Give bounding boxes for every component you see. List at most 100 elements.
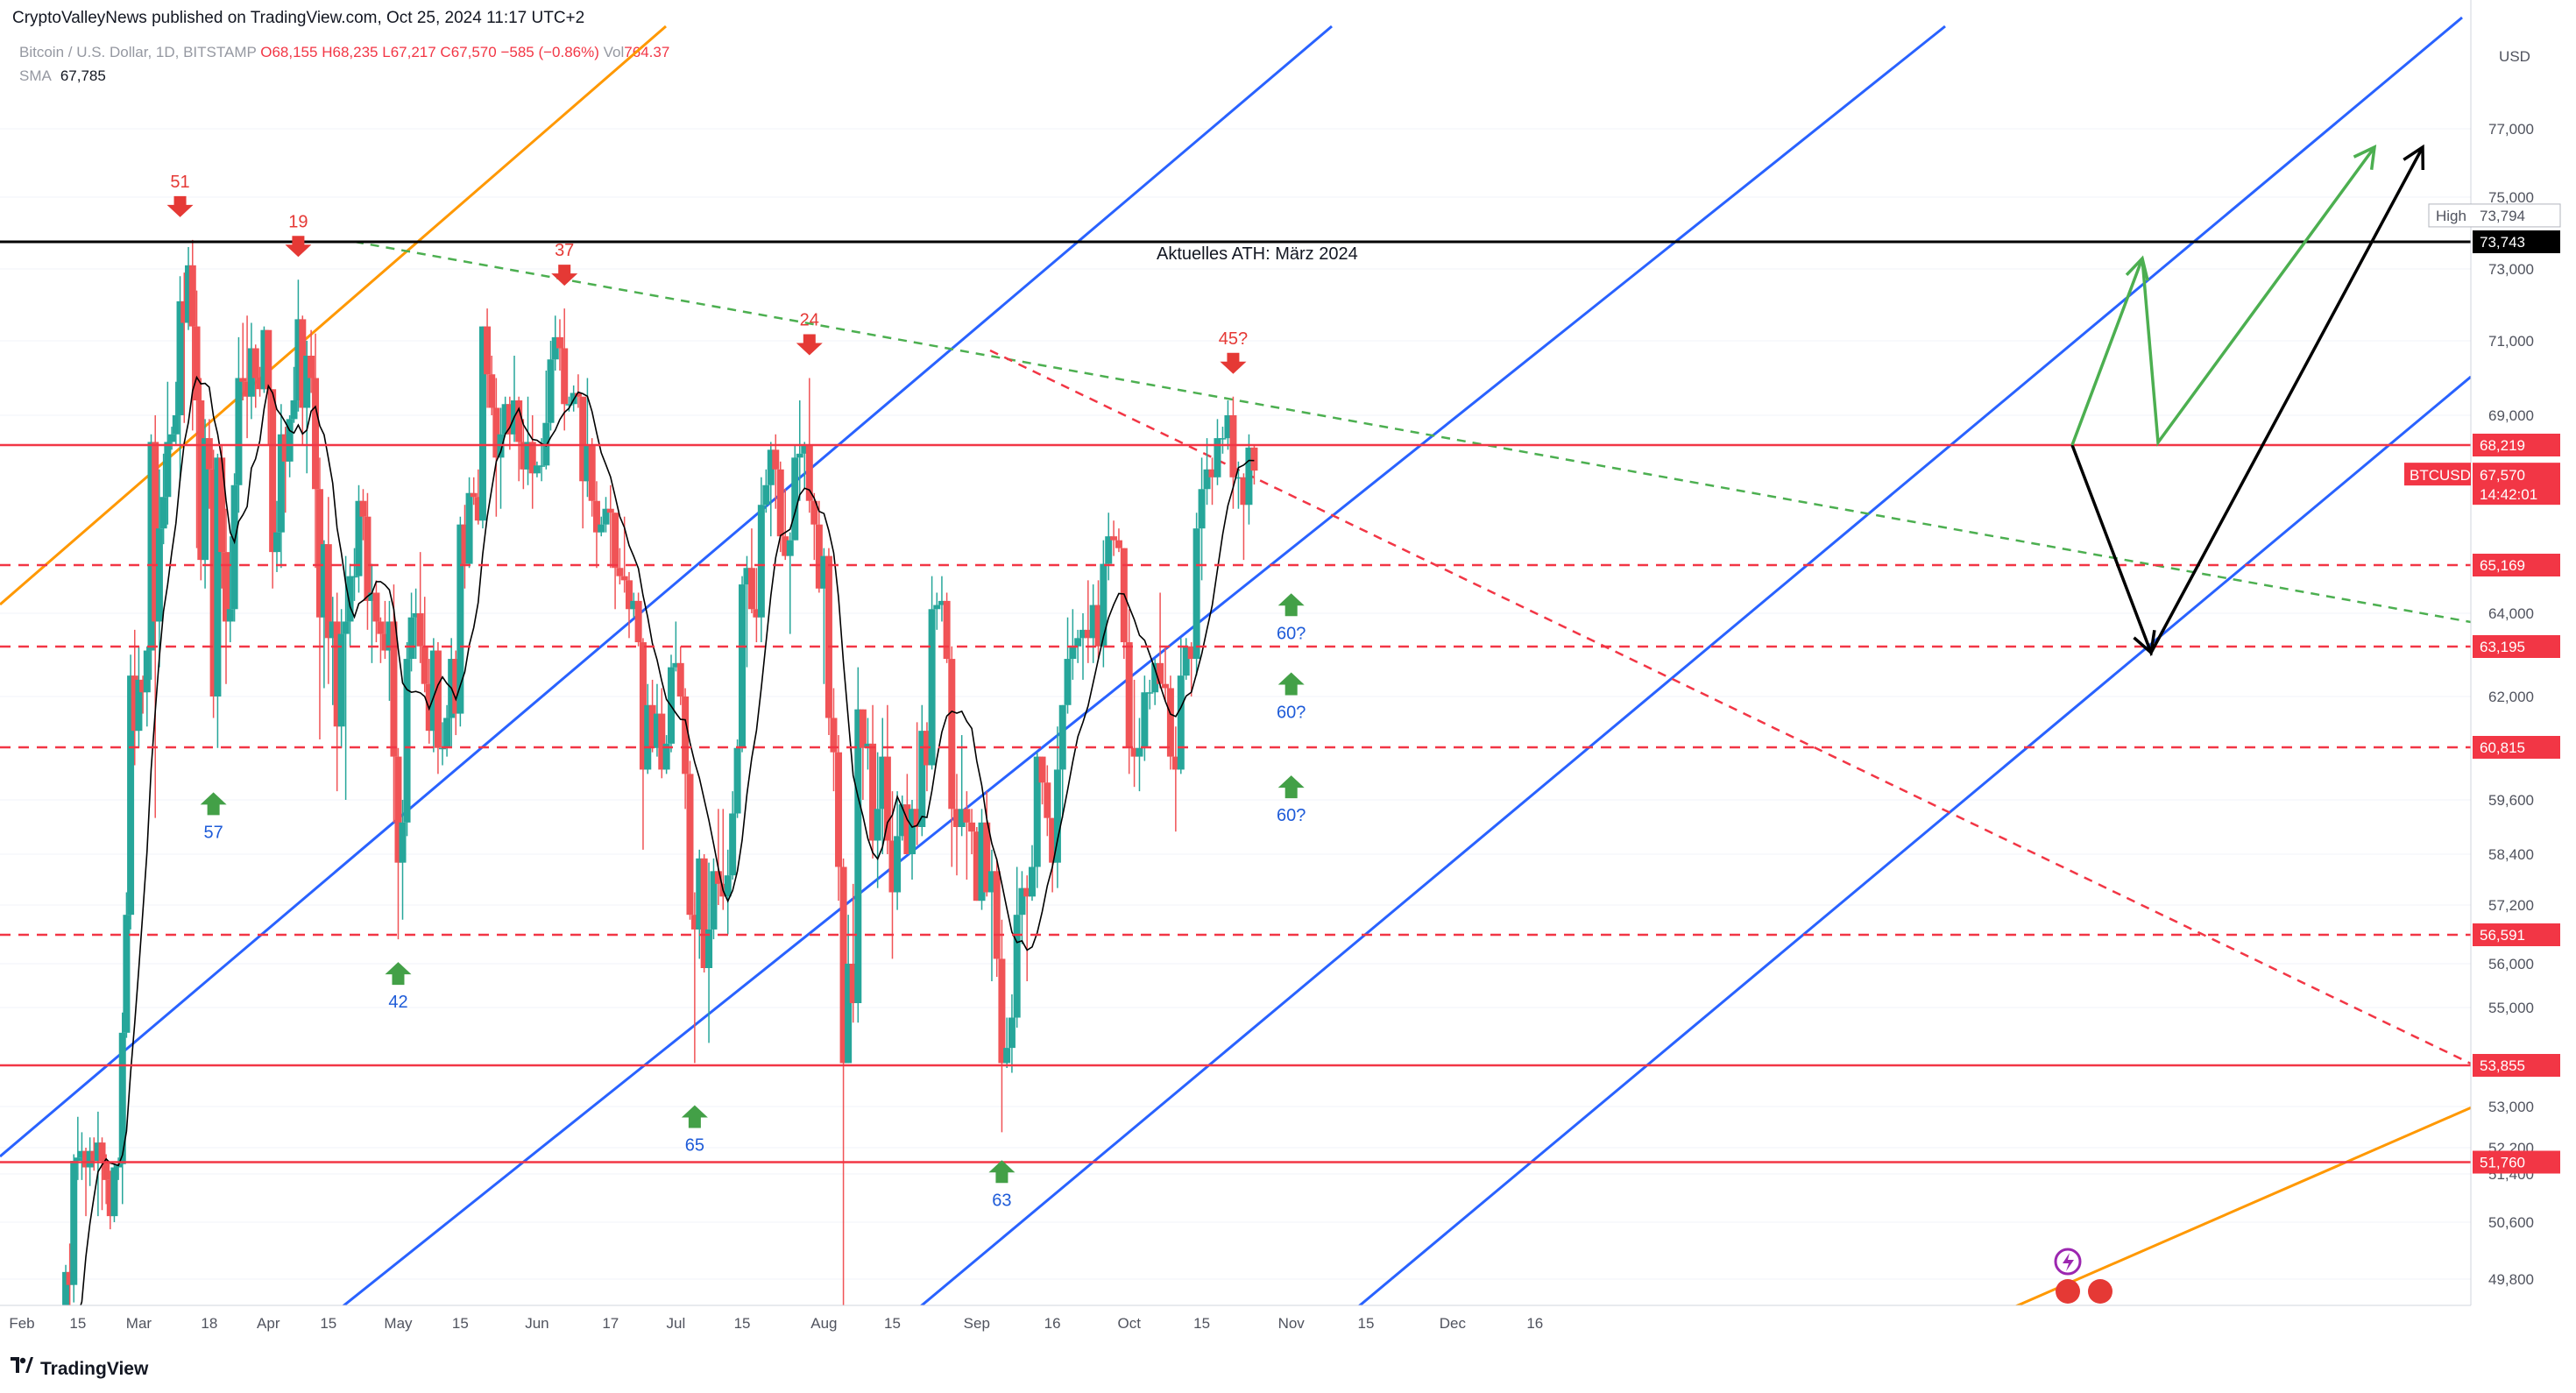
last-price-symbol-bg bbox=[2404, 463, 2471, 486]
candle-body bbox=[193, 326, 201, 400]
candle-body bbox=[465, 492, 473, 564]
buy-marker-label: 42 bbox=[388, 993, 407, 1012]
candle-body bbox=[82, 1150, 90, 1168]
candle-body bbox=[1028, 866, 1036, 897]
price-level-tag-label: 60,815 bbox=[2480, 739, 2525, 756]
candle-body bbox=[403, 659, 411, 823]
candle-body bbox=[952, 809, 960, 827]
candle-body bbox=[315, 489, 323, 618]
candle-body bbox=[815, 524, 823, 589]
price-tick-label: 64,000 bbox=[2488, 605, 2534, 622]
candle-body bbox=[883, 756, 891, 841]
price-level-tag-bg bbox=[2473, 1054, 2560, 1077]
candle-body bbox=[359, 500, 367, 517]
candle-body bbox=[1049, 817, 1057, 863]
candle-body bbox=[127, 675, 135, 916]
candle-body bbox=[86, 1150, 94, 1168]
candle-body bbox=[630, 600, 638, 610]
time-tick-label: Apr bbox=[257, 1315, 280, 1332]
tradingview-logo[interactable]: TradingView bbox=[11, 1355, 148, 1380]
blue-channel-line-1 bbox=[0, 25, 1333, 1158]
candle-body bbox=[1064, 659, 1072, 705]
ohlc-legend: Bitcoin / U.S. Dollar, 1D, BITSTAMP O68,… bbox=[19, 44, 669, 61]
last-price-value-bg bbox=[2473, 463, 2560, 506]
last-price-symbol: BTCUSD bbox=[2410, 467, 2471, 484]
projection-arrows bbox=[2070, 144, 2425, 657]
candle-body bbox=[269, 389, 277, 553]
candle-body bbox=[805, 445, 813, 501]
buy-arrow-icon bbox=[681, 1105, 708, 1128]
price-level-tag-bg bbox=[2473, 635, 2560, 658]
buy-marker-label: 57 bbox=[204, 823, 223, 842]
candle-body bbox=[1094, 605, 1102, 647]
time-tick-label: 16 bbox=[1526, 1315, 1543, 1332]
candle-body bbox=[676, 662, 684, 696]
candle-body bbox=[598, 524, 605, 533]
price-chart[interactable]: 51 19 37 24 45? 57 42 65 63 60? 60? 60? Aktuelles A… bbox=[0, 0, 2576, 1346]
candle-body bbox=[155, 528, 163, 622]
candle-body bbox=[796, 453, 803, 458]
candle-body bbox=[74, 1157, 81, 1161]
candle-body bbox=[172, 415, 180, 435]
candle-body bbox=[1166, 688, 1174, 757]
candle-body bbox=[501, 404, 509, 435]
candle-body bbox=[260, 329, 268, 390]
ohlc-close: C67,570 bbox=[440, 44, 497, 60]
time-tick-label: Sep bbox=[964, 1315, 990, 1332]
candle-body bbox=[337, 633, 345, 727]
grid-lines bbox=[0, 128, 2471, 1280]
candle-body bbox=[998, 958, 1006, 1064]
candle-body bbox=[251, 348, 259, 378]
candle-body bbox=[214, 457, 222, 696]
candle-body bbox=[909, 809, 916, 854]
price-level-tag-bg bbox=[2473, 434, 2560, 456]
candle-body bbox=[1038, 756, 1046, 783]
candle-body bbox=[54, 1314, 61, 1316]
candle-body bbox=[342, 621, 350, 634]
candle-body bbox=[1089, 605, 1097, 639]
candle-body bbox=[620, 576, 628, 581]
blue-channel-line-3 bbox=[919, 16, 2463, 1305]
candle-body bbox=[103, 1161, 110, 1180]
ohlc-low: L67,217 bbox=[382, 44, 436, 60]
candle-body bbox=[864, 743, 872, 748]
sma-label: SMA bbox=[19, 67, 52, 84]
candle-body bbox=[470, 492, 478, 498]
sma-legend: SMA 67,785 bbox=[19, 67, 106, 85]
ohlc-change: −585 (−0.86%) bbox=[500, 44, 599, 60]
price-level-tag-label: 51,760 bbox=[2480, 1155, 2525, 1171]
price-level-tag: 68,219 bbox=[2473, 434, 2560, 456]
candle-body bbox=[963, 809, 971, 823]
candle-body bbox=[226, 609, 234, 622]
candle-body bbox=[329, 621, 336, 639]
sell-arrow-icon bbox=[796, 334, 823, 356]
price-tick-label: 49,800 bbox=[2488, 1271, 2534, 1288]
candle-body bbox=[757, 505, 765, 618]
candle-body bbox=[1146, 692, 1154, 694]
candle-body bbox=[810, 500, 818, 525]
time-tick-label: 15 bbox=[1193, 1315, 1210, 1332]
candle-body bbox=[682, 696, 690, 774]
time-tick-label: Jul bbox=[666, 1315, 685, 1332]
buy-arrow-icon bbox=[1277, 672, 1305, 696]
price-level-tag-label: 68,219 bbox=[2480, 437, 2525, 454]
candle-body bbox=[1033, 756, 1041, 867]
candle-body bbox=[416, 613, 424, 647]
price-tick-label: 62,000 bbox=[2488, 689, 2534, 705]
candle-body bbox=[705, 929, 713, 968]
candle-body bbox=[903, 804, 911, 854]
candle-body bbox=[299, 319, 307, 408]
candle-body bbox=[492, 407, 500, 458]
price-level-tag-label: 65,169 bbox=[2480, 557, 2525, 574]
candle-body bbox=[1044, 782, 1051, 818]
candle-body bbox=[1224, 415, 1232, 439]
candle-body bbox=[1008, 1017, 1016, 1049]
candle-body bbox=[1013, 915, 1021, 1018]
candle-body bbox=[110, 1167, 118, 1217]
candle-body bbox=[176, 301, 184, 415]
candle-body bbox=[1171, 756, 1179, 770]
black-arrowhead-down bbox=[2133, 630, 2156, 656]
candle-body bbox=[265, 329, 272, 390]
candle-body bbox=[1245, 447, 1253, 506]
candle-body bbox=[835, 752, 843, 867]
